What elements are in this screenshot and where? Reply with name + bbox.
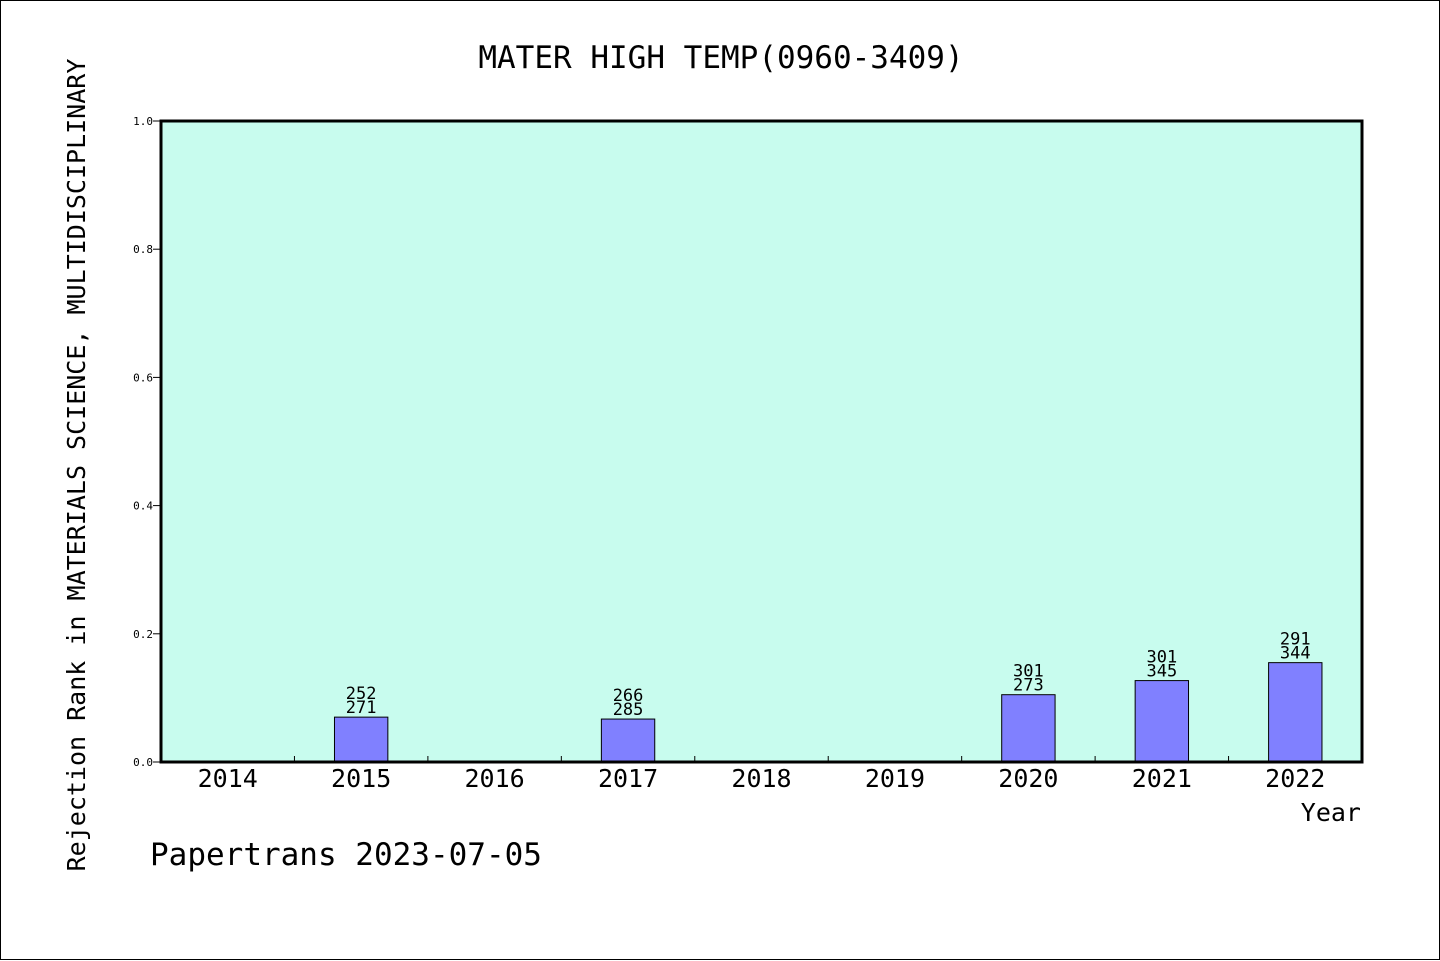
bar-2021 — [1134, 680, 1190, 763]
bar-label-top: 252 — [346, 684, 377, 704]
y-tick-label: 0.8 — [133, 243, 153, 256]
x-axis-label: Year — [1301, 798, 1361, 827]
bar-label-bottom: 285 — [613, 700, 644, 720]
bar-2015 — [333, 716, 389, 763]
x-tick-label: 2018 — [731, 764, 791, 793]
bar-label-bottom: 273 — [1013, 676, 1044, 696]
x-tick-label: 2016 — [465, 764, 525, 793]
x-axis-ticks: 2014 2015 2016 2017 2018 2019 2020 2021 2022 — [198, 756, 1325, 793]
bar-label-top: 301 — [1146, 648, 1177, 668]
y-tick-label: 0.4 — [133, 500, 153, 513]
bars — [333, 662, 1323, 763]
y-axis-label: Rejection Rank in MATERIALS SCIENCE, MUL… — [62, 59, 91, 872]
x-tick-label: 2020 — [998, 764, 1058, 793]
x-tick-label: 2015 — [331, 764, 391, 793]
plot-border — [159, 119, 1364, 764]
footer-credit: Papertrans 2023-07-05 — [150, 837, 542, 873]
bar-label-bottom: 345 — [1146, 662, 1177, 682]
x-tick-label: 2014 — [198, 764, 258, 793]
y-axis-ticks: 0.0 0.2 0.4 0.6 0.8 1.0 — [133, 115, 161, 769]
bar-label-bottom: 271 — [346, 698, 377, 718]
bar-2017 — [600, 718, 656, 763]
bar-2022 — [1268, 662, 1323, 763]
y-tick-label: 0.0 — [133, 756, 153, 769]
y-tick-label: 0.2 — [133, 628, 153, 641]
chart-title: MATER HIGH TEMP(0960-3409) — [478, 40, 963, 76]
bar-2020 — [1001, 694, 1056, 763]
bar-label-top: 291 — [1280, 630, 1311, 650]
x-tick-label: 2019 — [865, 764, 925, 793]
x-tick-label: 2017 — [598, 764, 658, 793]
y-tick-label: 0.6 — [133, 371, 153, 384]
y-tick-label: 1.0 — [133, 115, 153, 128]
bar-label-top: 266 — [613, 686, 644, 706]
x-tick-label: 2021 — [1132, 764, 1192, 793]
bar-label-bottom: 344 — [1280, 644, 1311, 664]
plot-area — [161, 121, 1362, 762]
bar-label-top: 301 — [1013, 662, 1044, 682]
x-tick-label: 2022 — [1265, 764, 1325, 793]
